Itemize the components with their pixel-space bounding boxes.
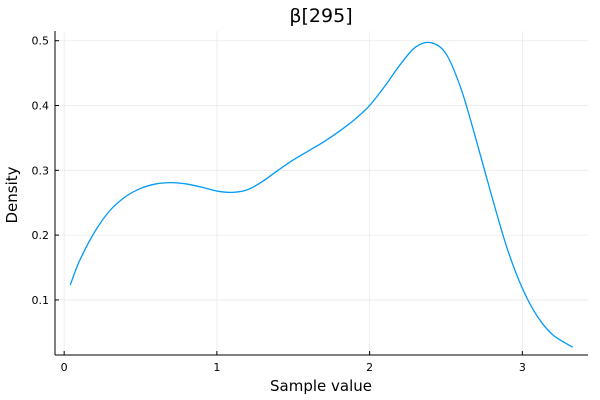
axes-frame	[54, 31, 588, 356]
density-line	[69, 41, 574, 348]
y-tick-label: 0.1	[32, 294, 50, 307]
y-tick-label: 0.2	[32, 229, 50, 242]
x-axis-ticks: 0 1 2 3	[61, 351, 526, 374]
chart-title: β[295]	[289, 5, 352, 27]
y-tick-label: 0.5	[32, 35, 50, 48]
x-axis-label: Sample value	[270, 377, 372, 395]
y-tick-label: 0.3	[32, 164, 50, 177]
y-axis-label: Density	[3, 166, 21, 223]
y-tick-label: 0.4	[32, 100, 50, 113]
x-tick-label: 1	[213, 361, 220, 374]
y-axis-ticks: 0.1 0.2 0.3 0.4 0.5	[32, 35, 59, 307]
grid	[55, 31, 588, 355]
x-tick-label: 3	[519, 361, 526, 374]
x-tick-label: 2	[366, 361, 373, 374]
x-tick-label: 0	[61, 361, 68, 374]
